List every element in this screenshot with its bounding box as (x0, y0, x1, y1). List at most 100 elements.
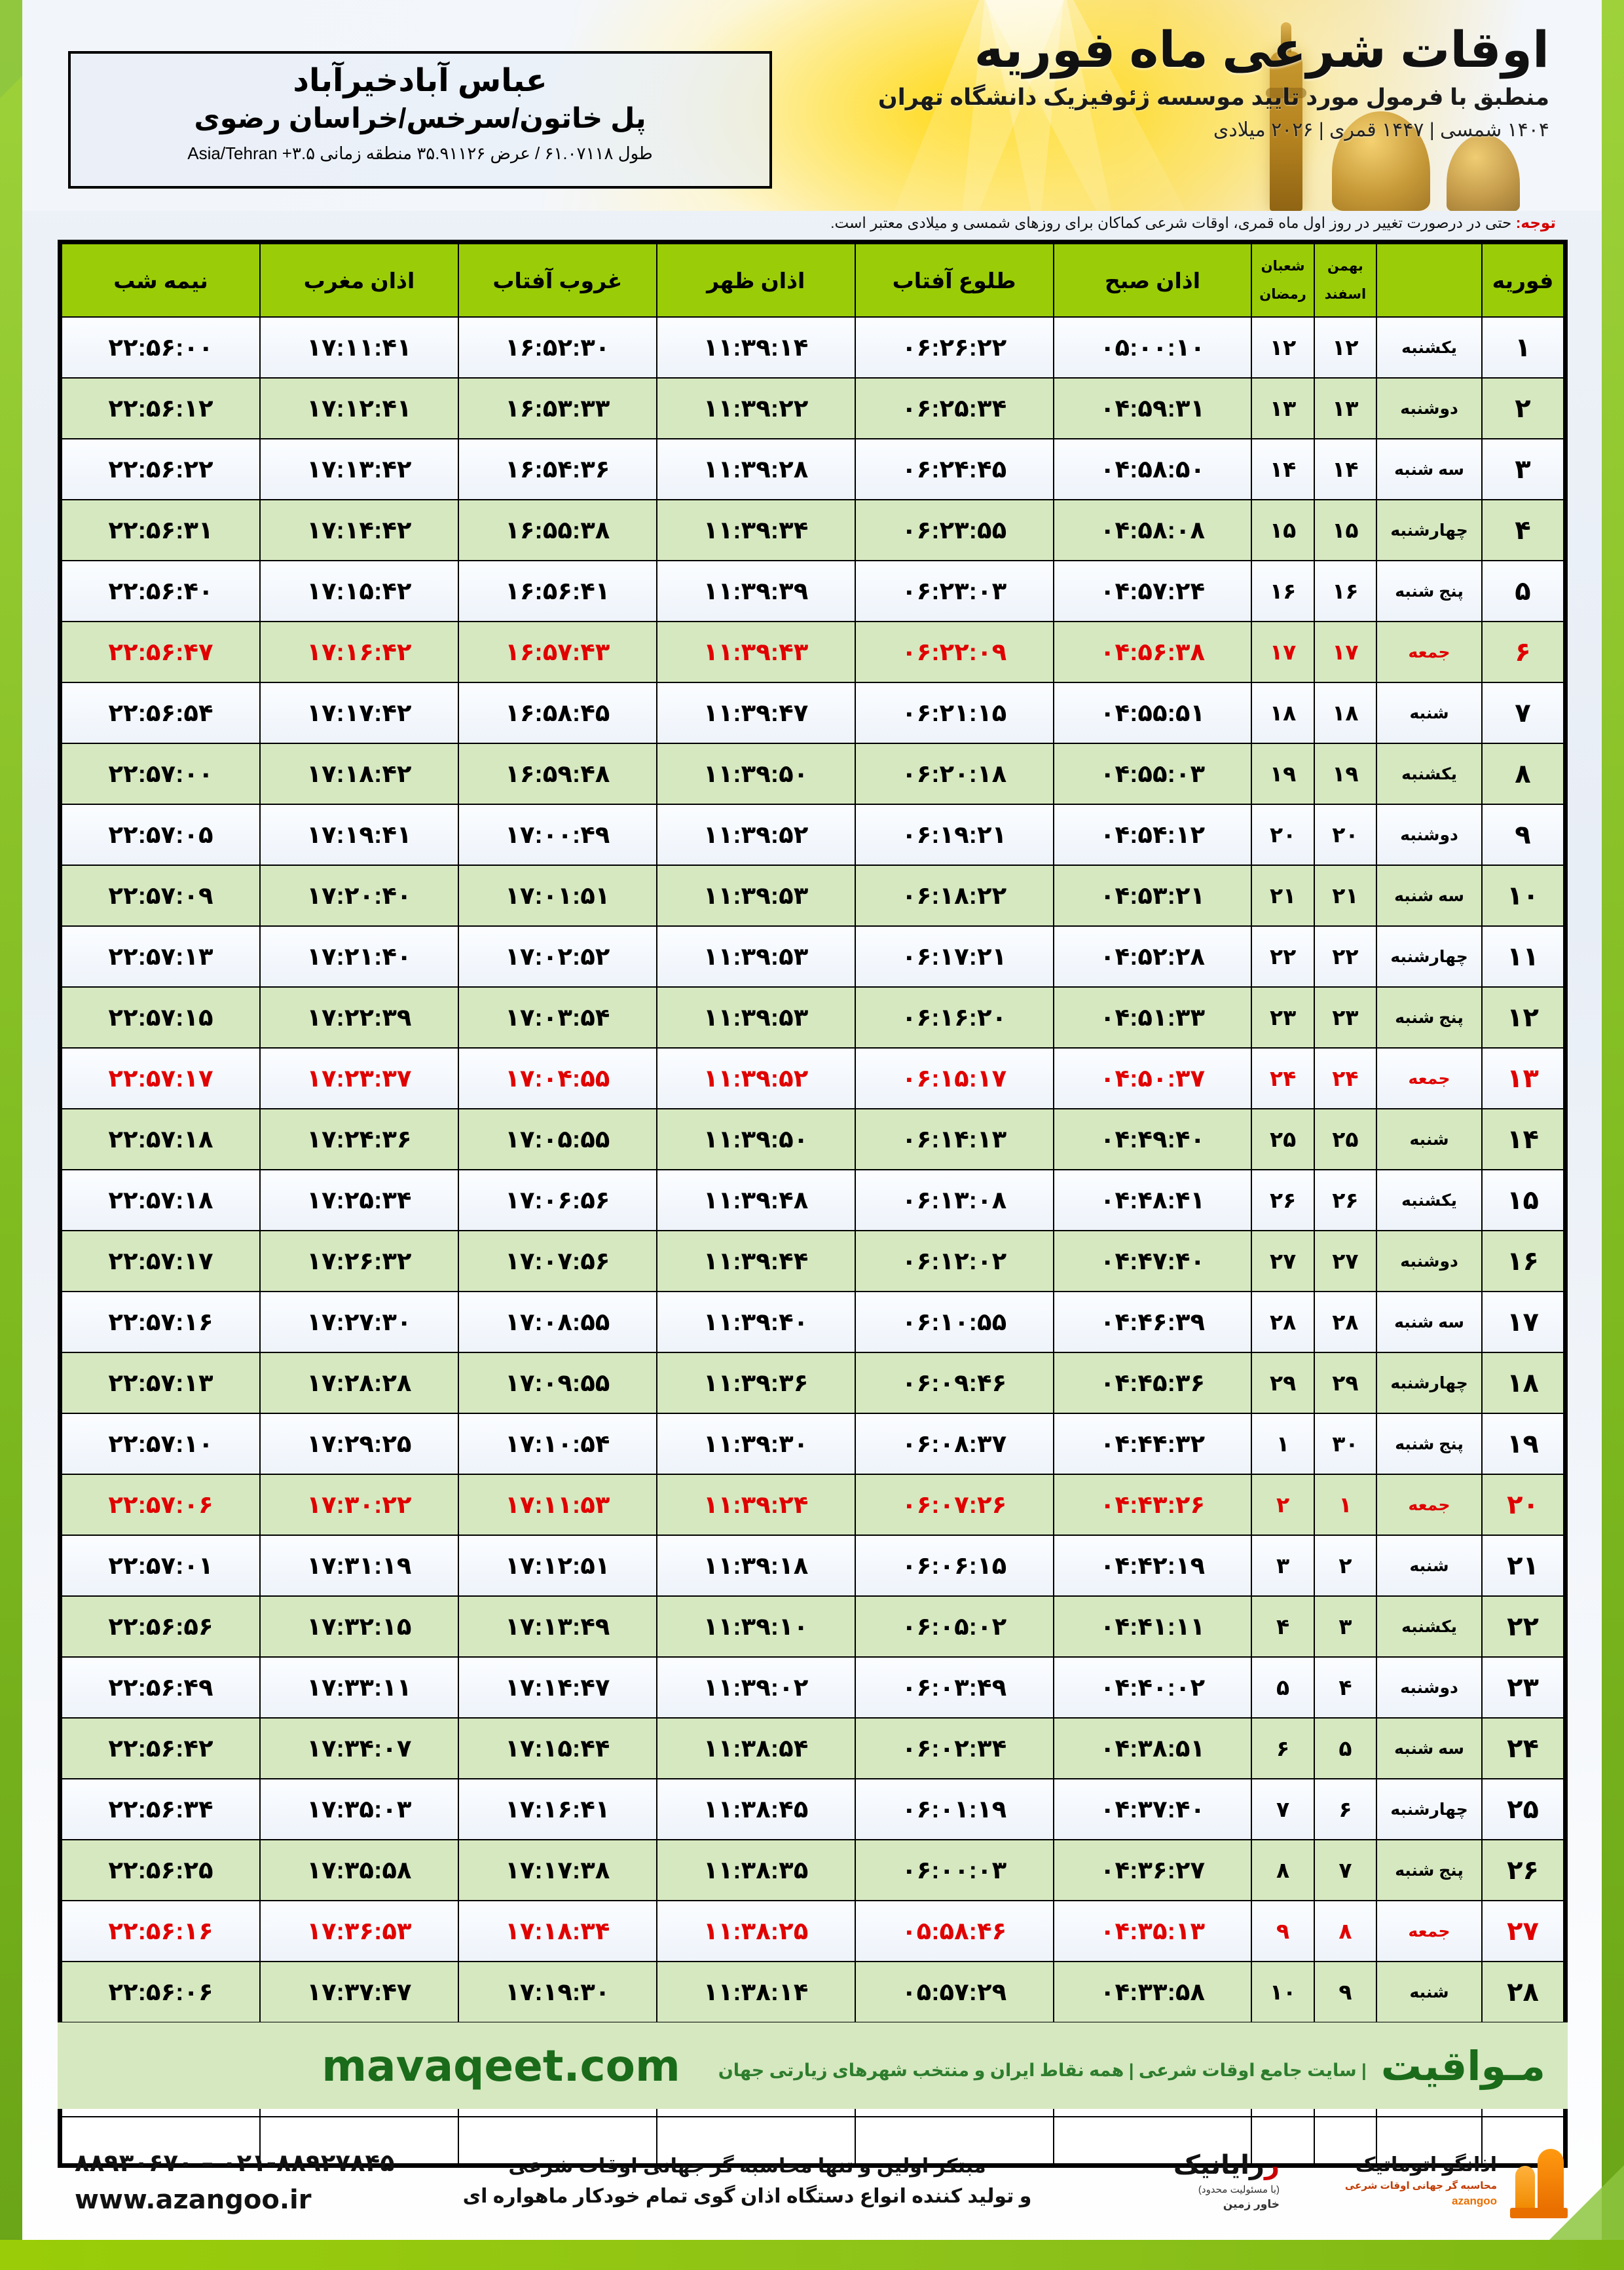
dhuhr-time-cell: ۱۱:۳۹:۳۴ (655, 499, 856, 561)
solar-date-cell: ۲۶ (1313, 1169, 1378, 1231)
maghrib-time-cell: ۱۷:۱۶:۴۲ (259, 621, 459, 683)
brand-name-en[interactable]: mavaqeet.com (322, 2040, 680, 2091)
fajr-time-cell: ۰۴:۴۶:۳۹ (1052, 1291, 1253, 1353)
table-row: ۲ دوشنبه ۱۳ ۱۳ ۰۴:۵۹:۳۱ ۰۶:۲۵:۳۴ ۱۱:۳۹:۲۲ ۱۶:۵۳… (61, 377, 1564, 439)
lunar-date-cell: ۷ (1251, 1778, 1315, 1840)
day-number-cell: ۱۶ (1481, 1230, 1564, 1292)
maghrib-time-cell: ۱۷:۱۵:۴۲ (259, 560, 459, 622)
day-number-cell: ۲۵ (1481, 1778, 1564, 1840)
midnight-time-cell: ۲۲:۵۶:۵۴ (61, 682, 261, 744)
sunset-time-cell: ۱۷:۱۳:۴۹ (457, 1595, 657, 1658)
day-number-cell: ۸ (1481, 743, 1564, 805)
maghrib-time-cell: ۱۷:۲۱:۴۰ (259, 925, 459, 988)
footer-contact: ۰۲۱-۸۸۹۲۷۸۴۵ – ۸۸۹۳۰۶۷۰ www.azangoo.ir (58, 2149, 424, 2215)
empty-cell (854, 2116, 1054, 2165)
midnight-time-cell: ۲۲:۵۷:۱۸ (61, 1108, 261, 1170)
sunrise-time-cell: ۰۶:۱۸:۲۲ (854, 865, 1054, 927)
day-number-cell: ۱۰ (1481, 865, 1564, 927)
solar-date-cell: ۲۲ (1313, 925, 1378, 988)
sunset-time-cell: ۱۷:۱۸:۳۴ (457, 1900, 657, 1962)
maghrib-time-cell: ۱۷:۲۲:۳۹ (259, 986, 459, 1049)
weekday-cell: سه شنبه (1376, 1291, 1483, 1353)
maghrib-time-cell: ۱۷:۱۱:۴۱ (259, 316, 459, 379)
rayaneek-logo: ررایانیک (با مسئولیت محدود) خاور زمین (1070, 2152, 1286, 2211)
mosque-dome-secondary-icon (1447, 134, 1520, 211)
fajr-time-cell: ۰۴:۴۷:۴۰ (1052, 1230, 1253, 1292)
page-subtitle: منطبق با فرمول مورد تایید موسسه ژئوفیزیک… (877, 84, 1549, 111)
solar-date-cell: ۱۸ (1313, 682, 1378, 744)
fajr-time-cell: ۰۴:۵۴:۱۲ (1052, 804, 1253, 866)
lunar-date-cell: ۱۹ (1251, 743, 1315, 805)
empty-cell (1313, 2116, 1378, 2165)
solar-date-cell: ۱۴ (1313, 438, 1378, 500)
dhuhr-time-cell: ۱۱:۳۹:۴۳ (655, 621, 856, 683)
day-number-cell: ۷ (1481, 682, 1564, 744)
lunar-date-cell: ۱۲ (1251, 316, 1315, 379)
table-row: ۱ یکشنبه ۱۲ ۱۲ ۰۵:۰۰:۱۰ ۰۶:۲۶:۲۲ ۱۱:۳۹:۱۴ ۱۶:۵۲… (61, 316, 1564, 379)
table-row: ۱۲ پنج شنبه ۲۳ ۲۳ ۰۴:۵۱:۳۳ ۰۶:۱۶:۲۰ ۱۱:۳۹:۵۳ ۱۷… (61, 986, 1564, 1049)
footer-phone[interactable]: ۰۲۱-۸۸۹۲۷۸۴۵ – ۸۸۹۳۰۶۷۰ (75, 2148, 395, 2177)
weekday-cell: جمعه (1376, 1900, 1483, 1962)
solar-date-cell: ۳ (1313, 1595, 1378, 1658)
weekday-cell: شنبه (1376, 1535, 1483, 1597)
rayaneek-subtitle: (با مسئولیت محدود) (1198, 2184, 1280, 2195)
day-number-cell: ۹ (1481, 804, 1564, 866)
empty-cell (259, 2116, 459, 2165)
midnight-time-cell: ۲۲:۵۶:۴۷ (61, 621, 261, 683)
fajr-time-cell: ۰۴:۵۸:۰۸ (1052, 499, 1253, 561)
sunset-time-cell: ۱۷:۱۴:۴۷ (457, 1656, 657, 1719)
table-row: ۲۸ شنبه ۹ ۱۰ ۰۴:۳۳:۵۸ ۰۵:۵۷:۲۹ ۱۱:۳۸:۱۴ ۱۷:۱۹:۳… (61, 1961, 1564, 2023)
sunrise-time-cell: ۰۶:۰۹:۴۶ (854, 1352, 1054, 1414)
sunrise-time-cell: ۰۵:۵۷:۲۹ (854, 1961, 1054, 2023)
sunrise-time-cell: ۰۶:۰۲:۳۴ (854, 1717, 1054, 1779)
maghrib-time-cell: ۱۷:۳۴:۰۷ (259, 1717, 459, 1779)
col-header-lunar: شعبان رمضان (1251, 243, 1315, 318)
midnight-time-cell: ۲۲:۵۷:۱۸ (61, 1169, 261, 1231)
sunset-time-cell: ۱۶:۵۳:۳۳ (457, 377, 657, 439)
sunrise-time-cell: ۰۶:۱۹:۲۱ (854, 804, 1054, 866)
solar-date-cell: ۲۱ (1313, 865, 1378, 927)
dhuhr-time-cell: ۱۱:۳۹:۵۲ (655, 804, 856, 866)
sunrise-time-cell: ۰۶:۲۳:۰۳ (854, 560, 1054, 622)
lunar-date-cell: ۲۹ (1251, 1352, 1315, 1414)
sunrise-time-cell: ۰۶:۱۵:۱۷ (854, 1047, 1054, 1109)
midnight-time-cell: ۲۲:۵۷:۱۳ (61, 925, 261, 988)
weekday-cell: دوشنبه (1376, 1656, 1483, 1719)
dhuhr-time-cell: ۱۱:۳۹:۲۴ (655, 1474, 856, 1536)
left-decor-band (0, 0, 22, 2270)
prayer-times-table: فوریه بهمن اسفند شعبان رمضان (61, 243, 1564, 2165)
lunar-date-cell: ۲۰ (1251, 804, 1315, 866)
sunset-time-cell: ۱۷:۱۵:۴۴ (457, 1717, 657, 1779)
dhuhr-time-cell: ۱۱:۳۹:۲۸ (655, 438, 856, 500)
solar-date-cell: ۹ (1313, 1961, 1378, 2023)
dhuhr-time-cell: ۱۱:۳۹:۳۹ (655, 560, 856, 622)
minaret-icon (1270, 51, 1302, 211)
sunrise-time-cell: ۰۶:۰۱:۱۹ (854, 1778, 1054, 1840)
dhuhr-time-cell: ۱۱:۳۹:۵۰ (655, 1108, 856, 1170)
footer-website[interactable]: www.azangoo.ir (75, 2184, 312, 2215)
sunrise-time-cell: ۰۶:۱۳:۰۸ (854, 1169, 1054, 1231)
fajr-time-cell: ۰۴:۵۰:۳۷ (1052, 1047, 1253, 1109)
solar-date-cell: ۵ (1313, 1717, 1378, 1779)
solar-date-cell: ۱۵ (1313, 499, 1378, 561)
fajr-time-cell: ۰۴:۵۷:۲۴ (1052, 560, 1253, 622)
rayaneek-name: ررایانیک (1173, 2151, 1280, 2180)
lunar-date-cell: ۱ (1251, 1413, 1315, 1475)
lunar-date-cell: ۲ (1251, 1474, 1315, 1536)
midnight-time-cell: ۲۲:۵۶:۱۶ (61, 1900, 261, 1962)
day-number-cell: ۲ (1481, 377, 1564, 439)
weekday-cell: چهارشنبه (1376, 1778, 1483, 1840)
midnight-time-cell: ۲۲:۵۷:۰۵ (61, 804, 261, 866)
table-row: ۲۴ سه شنبه ۵ ۶ ۰۴:۳۸:۵۱ ۰۶:۰۲:۳۴ ۱۱:۳۸:۵۴ ۱۷:۱۵… (61, 1717, 1564, 1779)
sunrise-time-cell: ۰۶:۰۳:۴۹ (854, 1656, 1054, 1719)
note-label: توجه: (1515, 214, 1556, 231)
azangoo-name-en: azangoo (1452, 2195, 1497, 2207)
maghrib-time-cell: ۱۷:۲۹:۲۵ (259, 1413, 459, 1475)
maghrib-time-cell: ۱۷:۱۸:۴۲ (259, 743, 459, 805)
midnight-time-cell: ۲۲:۵۶:۳۴ (61, 1778, 261, 1840)
lunar-date-cell: ۴ (1251, 1595, 1315, 1658)
day-number-cell: ۲۰ (1481, 1474, 1564, 1536)
maghrib-time-cell: ۱۷:۳۷:۴۷ (259, 1961, 459, 2023)
weekday-cell: پنج شنبه (1376, 560, 1483, 622)
table-row: ۲۲ یکشنبه ۳ ۴ ۰۴:۴۱:۱۱ ۰۶:۰۵:۰۲ ۱۱:۳۹:۱۰ ۱۷:۱۳:… (61, 1595, 1564, 1658)
